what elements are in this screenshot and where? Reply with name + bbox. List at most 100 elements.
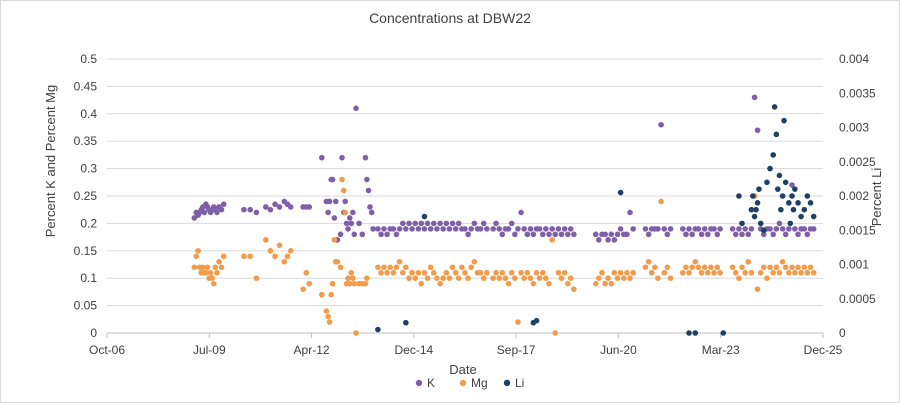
data-point-mg <box>565 280 571 287</box>
data-point-mg <box>739 264 745 271</box>
data-point-k <box>602 231 608 238</box>
data-point-k <box>711 226 717 232</box>
series-li <box>375 104 817 336</box>
data-point-mg <box>459 264 465 271</box>
y2-tick-label: 0.0005 <box>839 292 876 306</box>
data-point-k <box>810 226 817 232</box>
y-tick-label: 0.45 <box>74 79 98 93</box>
data-point-k <box>717 226 723 232</box>
y-tick-label: 0.05 <box>74 299 98 313</box>
legend-label-mg: Mg <box>471 376 488 390</box>
data-point-k <box>518 209 524 216</box>
data-point-li <box>798 213 804 220</box>
data-point-k <box>742 226 748 232</box>
data-point-mg <box>350 275 356 282</box>
data-point-mg <box>468 264 474 271</box>
data-point-mg <box>318 291 325 298</box>
data-point-mg <box>742 269 748 276</box>
data-point-mg <box>558 275 565 282</box>
data-point-k <box>804 231 811 238</box>
data-point-mg <box>499 269 506 276</box>
data-point-li <box>781 117 787 124</box>
data-point-k <box>490 226 496 232</box>
data-point-mg <box>362 280 369 287</box>
data-point-mg <box>214 269 220 276</box>
y2-tick-label: 0.0025 <box>839 155 876 169</box>
data-point-mg <box>555 269 562 276</box>
data-point-k <box>552 231 559 238</box>
data-point-k <box>683 231 689 238</box>
data-point-k <box>384 231 390 238</box>
x-axis-ticks: Oct-06 Jul-09 Apr-12 Dec-14 Sep-17 Jun-20 Mar-… <box>89 332 843 357</box>
data-point-k <box>530 231 537 238</box>
data-point-mg <box>779 258 786 265</box>
y2-tick-label: 0.0035 <box>839 86 876 100</box>
data-point-k <box>748 226 755 232</box>
data-point-li <box>807 200 814 206</box>
data-point-mg <box>546 280 552 287</box>
data-point-k <box>201 209 208 216</box>
data-point-k <box>592 231 599 238</box>
data-point-k <box>241 206 247 213</box>
data-point-k <box>611 237 618 243</box>
series-mg <box>191 176 817 336</box>
data-point-k <box>505 226 512 232</box>
data-point-k <box>789 182 795 188</box>
data-point-mg <box>471 258 478 265</box>
data-point-mg <box>348 269 355 276</box>
data-point-mg <box>465 275 471 282</box>
data-point-mg <box>770 269 776 276</box>
data-point-k <box>390 226 397 232</box>
x-tick-label: Dec-25 <box>804 343 843 357</box>
data-point-k <box>760 231 767 238</box>
data-point-mg <box>396 258 403 265</box>
data-point-k <box>477 226 484 232</box>
y-tick-label: 0.2 <box>80 216 97 230</box>
data-point-k <box>496 226 503 232</box>
data-point-mg <box>449 264 456 271</box>
data-point-mg <box>195 248 201 254</box>
data-point-k <box>773 226 780 232</box>
data-point-k <box>409 226 415 232</box>
data-point-mg <box>804 269 811 276</box>
data-point-mg <box>754 286 761 292</box>
data-point-mg <box>263 237 269 243</box>
data-point-li <box>767 165 773 172</box>
data-point-k <box>272 201 278 208</box>
data-point-mg <box>381 264 387 271</box>
data-point-mg <box>667 275 674 282</box>
data-point-k <box>396 226 403 232</box>
data-point-mg <box>328 291 334 298</box>
data-point-k <box>655 226 661 232</box>
data-point-k <box>543 226 549 232</box>
data-point-mg <box>220 253 227 260</box>
data-point-li <box>786 200 792 206</box>
data-point-k <box>705 231 711 238</box>
data-point-mg <box>664 264 671 271</box>
data-point-k <box>449 220 456 227</box>
data-point-mg <box>807 264 814 271</box>
data-point-k <box>524 231 531 238</box>
data-point-k <box>220 201 227 208</box>
data-point-mg <box>549 237 555 243</box>
data-point-k <box>698 231 705 238</box>
data-point-mg <box>484 269 490 276</box>
data-point-li <box>782 179 789 186</box>
data-point-k <box>539 231 546 238</box>
y2-tick-label: 0.0015 <box>839 223 876 237</box>
data-point-k <box>337 231 344 238</box>
data-point-mg <box>773 264 780 271</box>
data-point-k <box>745 231 752 238</box>
data-point-mg <box>216 258 222 265</box>
data-point-mg <box>767 264 773 271</box>
legend-label-k: K <box>427 376 435 390</box>
data-point-mg <box>207 269 214 276</box>
data-point-mg <box>624 269 630 276</box>
legend-label-li: Li <box>515 376 524 390</box>
data-point-mg <box>518 269 524 276</box>
data-point-k <box>701 226 708 232</box>
data-point-k <box>770 231 776 238</box>
data-point-k <box>795 231 801 238</box>
data-point-k <box>325 209 331 216</box>
data-point-k <box>617 226 624 232</box>
